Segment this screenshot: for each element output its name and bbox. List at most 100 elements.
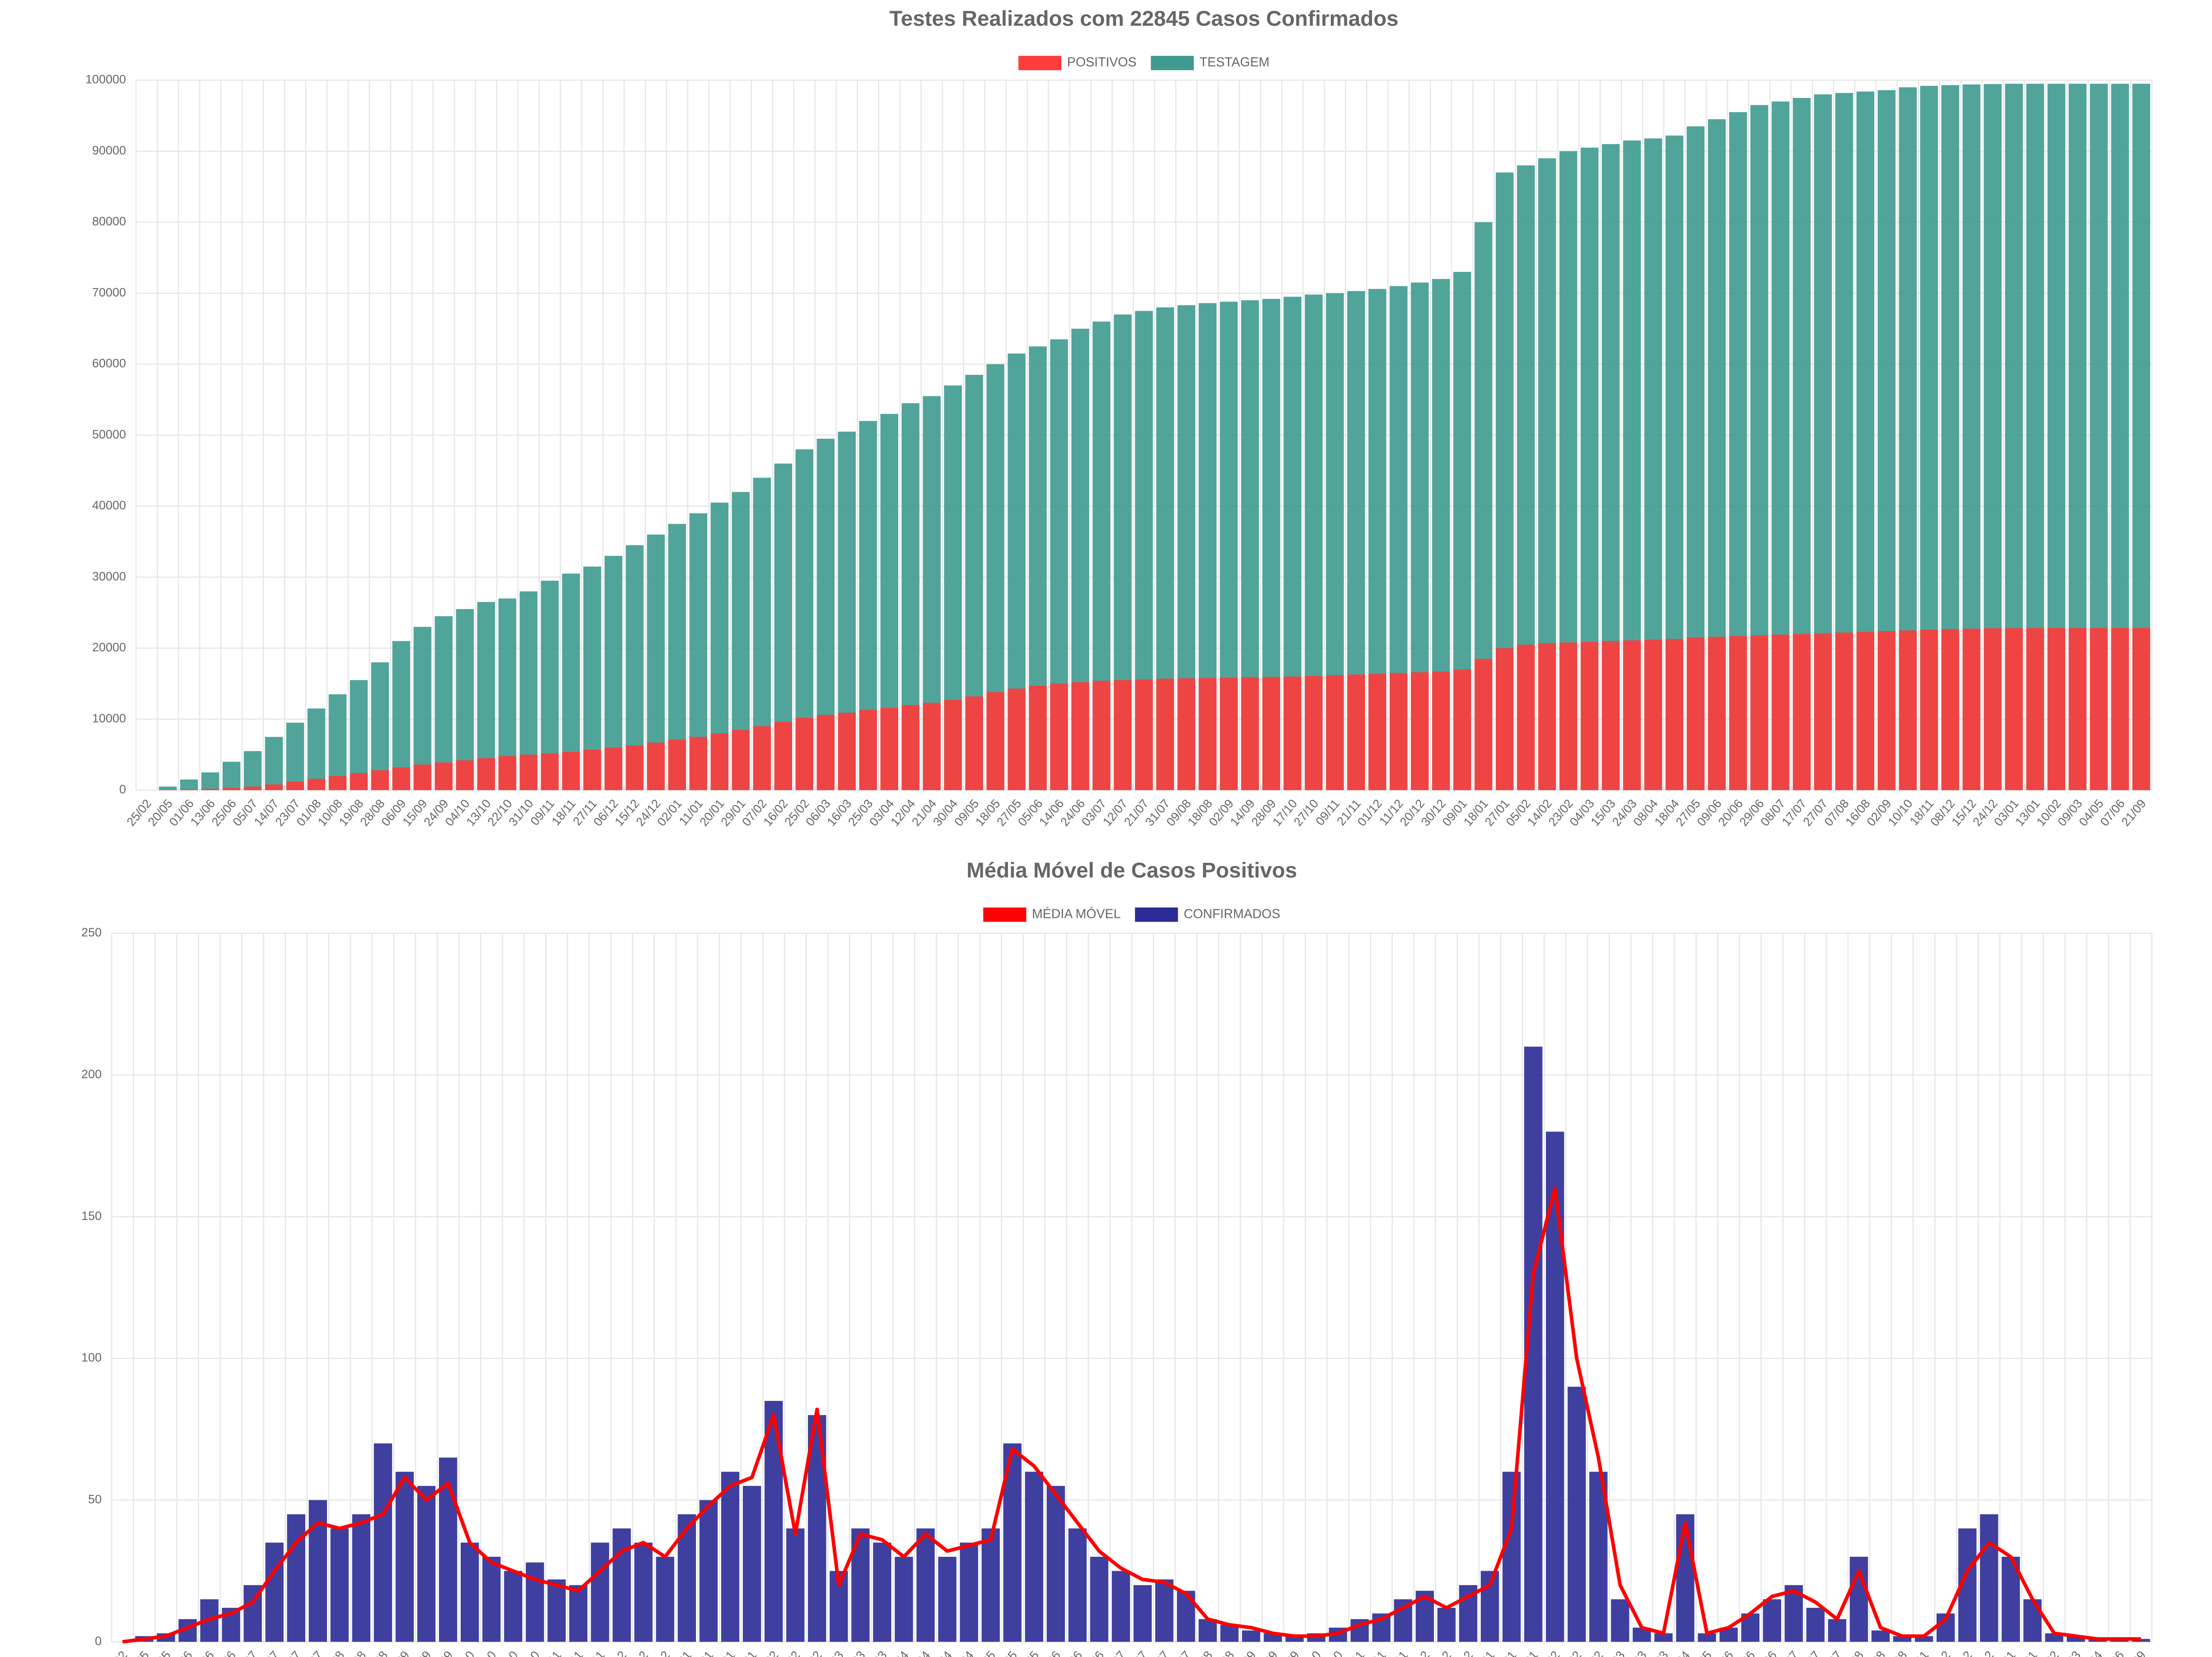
legend-label: MÉDIA MÓVEL [1032, 907, 1121, 921]
bar [1611, 1599, 1629, 1642]
bar [859, 710, 877, 791]
y-tick-label: 90000 [92, 144, 126, 157]
bar [461, 1542, 479, 1642]
bar [265, 1542, 284, 1642]
bar [1828, 1619, 1847, 1642]
bar [1411, 672, 1429, 791]
bar [434, 616, 453, 791]
bar [413, 764, 432, 791]
bar [456, 609, 474, 791]
bar [159, 787, 177, 791]
bar [1242, 1630, 1260, 1642]
legend-label: CONFIRMADOS [1184, 907, 1280, 921]
legend: MÉDIA MÓVEL CONFIRMADOS [983, 907, 1280, 922]
bar [1729, 636, 1747, 791]
bar [1090, 1557, 1109, 1642]
bar [2047, 628, 2066, 791]
bar [265, 784, 283, 791]
bar [960, 1542, 978, 1642]
bar [612, 1528, 631, 1642]
bar [1835, 632, 1853, 791]
bar [923, 703, 941, 791]
bar [328, 694, 347, 791]
bar [1135, 679, 1153, 791]
bar [1559, 642, 1577, 791]
bar [1771, 634, 1790, 791]
bar [286, 782, 304, 791]
bar [1654, 1633, 1673, 1642]
bar [647, 742, 665, 791]
bar [1763, 1599, 1781, 1642]
bar [1390, 673, 1408, 791]
bar [1241, 677, 1259, 791]
bar [1538, 643, 1556, 791]
bar [604, 747, 623, 791]
bar [1283, 676, 1302, 791]
bar [732, 730, 750, 791]
bar [498, 756, 517, 791]
bar [373, 1443, 392, 1642]
bar [1029, 685, 1047, 791]
y-tick-label: 200 [81, 1067, 102, 1081]
bar [1220, 677, 1238, 791]
bar [1046, 1486, 1065, 1642]
bar [591, 1542, 609, 1642]
y-tick-label: 50 [88, 1493, 102, 1506]
bar [895, 1557, 913, 1642]
bar [2026, 628, 2044, 791]
bar [417, 1486, 436, 1642]
bar [1920, 629, 1938, 791]
bar [180, 779, 198, 791]
bar [434, 762, 453, 791]
bar [786, 1528, 805, 1642]
legend-swatch [983, 907, 1027, 922]
bar [944, 700, 962, 791]
y-tick-label: 0 [119, 782, 126, 796]
bar [392, 641, 411, 791]
bar [2023, 1599, 2042, 1642]
bar [1437, 1607, 1456, 1642]
bar [330, 1528, 349, 1642]
y-tick-label: 50000 [92, 428, 126, 441]
y-tick-label: 10000 [92, 712, 126, 725]
legend-swatch [1151, 56, 1194, 70]
bar [1050, 684, 1068, 791]
y-tick-label: 100000 [85, 73, 126, 86]
bar [1502, 1471, 1521, 1642]
bar [201, 788, 219, 791]
bar [1941, 629, 1960, 791]
bar [2132, 1639, 2151, 1642]
bar [625, 745, 644, 791]
bar [287, 1514, 305, 1642]
bar [817, 715, 835, 791]
bar [456, 760, 474, 791]
bar [562, 752, 580, 791]
bar [2090, 628, 2108, 791]
bar [1580, 642, 1599, 791]
y-tick-label: 60000 [92, 357, 126, 370]
bar [243, 751, 262, 791]
bar [1665, 639, 1684, 791]
bar [1326, 675, 1344, 791]
y-tick-label: 250 [81, 926, 102, 939]
bar [699, 1500, 718, 1642]
y-tick-label: 100 [81, 1351, 102, 1364]
bar [504, 1571, 523, 1642]
bar [1623, 640, 1641, 791]
bar [2132, 628, 2151, 791]
bar [371, 662, 389, 791]
bar [1676, 1514, 1694, 1642]
x-tick-label: 25/02 [100, 1648, 130, 1657]
legend-swatch [1135, 907, 1178, 922]
bar [371, 770, 389, 791]
y-tick-label: 20000 [92, 641, 126, 654]
bar [1177, 678, 1195, 791]
bar [307, 778, 326, 791]
bar [519, 754, 538, 791]
bar [222, 788, 241, 791]
y-tick-label: 40000 [92, 498, 126, 512]
bar [307, 708, 326, 791]
bar [753, 726, 771, 791]
y-tick-label: 150 [81, 1209, 102, 1223]
